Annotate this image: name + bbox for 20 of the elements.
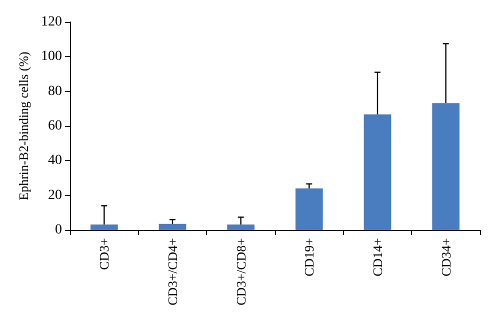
y-tick-label: 80: [48, 84, 62, 99]
y-tick-label: 20: [48, 188, 62, 203]
bar: [364, 114, 392, 230]
x-tick-label: CD14+: [370, 238, 385, 276]
y-tick-label: 0: [55, 222, 62, 238]
y-tick-label: 120: [41, 14, 62, 30]
x-tick-label: CD34+: [438, 238, 454, 276]
y-tick-label: 100: [41, 49, 62, 64]
x-tick-label: CD19+: [302, 238, 317, 276]
y-tick-label: 40: [48, 153, 62, 168]
bar: [296, 188, 323, 230]
bar: [158, 224, 186, 230]
y-tick-label: 60: [48, 118, 62, 134]
x-tick-label: CD3+: [96, 238, 112, 270]
bar: [90, 224, 118, 230]
x-tick-label: CD3+/CD8+: [233, 238, 248, 306]
x-tick-label: CD3+/CD4+: [165, 238, 180, 306]
bar: [432, 103, 460, 230]
y-axis-title: Ephrin-B2-binding cells (%): [16, 52, 32, 200]
bar: [227, 224, 254, 230]
